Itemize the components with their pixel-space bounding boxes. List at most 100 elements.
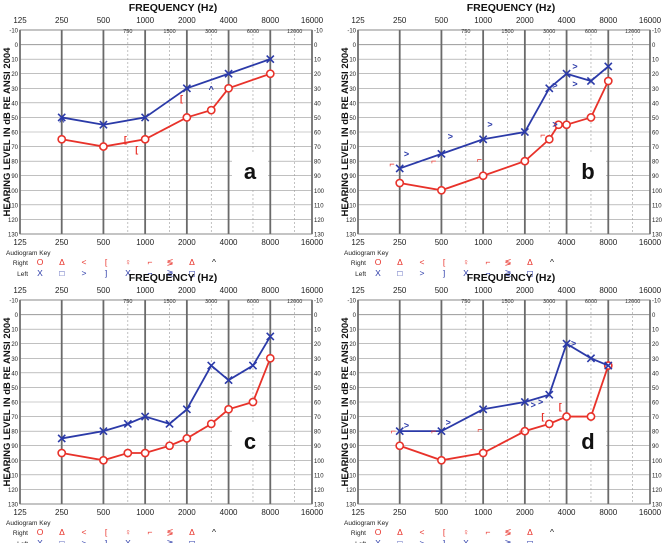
key-right-symbol: ≶ — [166, 527, 173, 537]
top-freq-label: 2000 — [178, 16, 196, 25]
top-freq-label: 16000 — [301, 286, 324, 295]
y-axis-label: HEARING LEVEL IN dB RE ANSI 2004 — [340, 317, 351, 487]
right-bone-marker: [ — [124, 134, 127, 144]
left-ear-line — [61, 335, 272, 440]
y-tick-right: -10 — [652, 29, 661, 35]
top-freq-label: 4000 — [220, 286, 238, 295]
key-left-symbol: ≷ — [504, 268, 511, 278]
y-tick-right: 90 — [314, 174, 321, 180]
y-tick-right: 90 — [652, 444, 659, 450]
right-o-marker — [437, 455, 446, 465]
bottom-freq-label: 16000 — [639, 508, 662, 517]
key-left-symbol: ≷ — [504, 538, 511, 543]
right-o-marker — [544, 134, 554, 144]
y-tick-right: 20 — [652, 72, 659, 78]
bottom-freq-label: 250 — [393, 238, 407, 247]
y-tick-right: 90 — [314, 444, 321, 450]
left-bone-marker: > — [446, 417, 451, 427]
bottom-freq-label: 4000 — [558, 238, 576, 247]
y-tick-left: -10 — [347, 299, 356, 305]
left-bone-marker: > — [404, 420, 409, 430]
left-x-marker-stroke — [395, 426, 404, 436]
y-tick-right: 0 — [314, 313, 318, 319]
key-left-symbol: X — [37, 268, 43, 278]
right-o-marker — [562, 412, 571, 421]
y-tick-right: 120 — [652, 488, 663, 494]
key-left-symbol: □ — [59, 268, 64, 278]
y-tick-left: 20 — [11, 342, 18, 348]
key-right-symbol: < — [420, 527, 425, 537]
key-left-symbol: ¬ — [148, 538, 153, 543]
y-tick-left: 10 — [11, 58, 18, 64]
top-freq-label: 1000 — [474, 16, 492, 25]
key-left-symbol: X — [375, 538, 381, 543]
y-tick-right: 30 — [652, 87, 659, 93]
y-tick-left: 10 — [349, 58, 356, 64]
bottom-freq-label: 2000 — [178, 508, 196, 517]
y-tick-right: 110 — [652, 203, 662, 209]
top-freq-label: 16000 — [301, 16, 324, 25]
y-tick-left: 130 — [346, 233, 357, 239]
y-tick-right: 60 — [652, 131, 659, 137]
y-tick-left: 130 — [346, 503, 357, 509]
y-tick-right: 40 — [652, 371, 659, 377]
key-right-label: Right — [351, 260, 366, 267]
bottom-freq-label: 16000 — [639, 238, 662, 247]
y-tick-left: 120 — [8, 218, 19, 224]
key-left-symbol: ¬ — [486, 268, 491, 278]
top-freq-label: 125 — [351, 286, 365, 295]
bottom-freq-label: 500 — [435, 238, 449, 247]
right-bone-marker: [ — [135, 144, 138, 154]
y-tick-left: 10 — [11, 328, 18, 334]
y-tick-right: 80 — [314, 430, 321, 436]
y-tick-left: 10 — [349, 328, 356, 334]
panel-letter: a — [244, 159, 257, 184]
key-right-symbol: Δ — [527, 527, 533, 537]
top-freq-label: 1000 — [136, 16, 154, 25]
left-bone-marker: ^ — [209, 85, 215, 95]
right-o-marker — [437, 185, 446, 195]
bottom-freq-label: 500 — [97, 508, 111, 517]
right-o-marker — [395, 441, 405, 451]
y-tick-left: 130 — [8, 503, 19, 509]
left-x-marker-stroke — [478, 405, 488, 414]
right-bone-marker: ⌐ — [431, 426, 436, 436]
right-bone-marker: ⌐ — [540, 130, 545, 140]
plot-frame — [357, 29, 651, 235]
y-tick-right: 20 — [314, 342, 321, 348]
y-axis-label: HEARING LEVEL IN dB RE ANSI 2004 — [2, 317, 13, 487]
key-right-symbol: ♀ — [125, 527, 131, 537]
left-x-marker-stroke — [57, 434, 66, 443]
y-tick-right: 100 — [652, 459, 663, 465]
y-tick-left: 30 — [11, 357, 18, 363]
audiogram-key-title: Audiogram Key — [6, 520, 51, 527]
y-tick-left: 70 — [11, 145, 18, 151]
left-bone-marker: > — [552, 120, 557, 130]
bottom-freq-label: 16000 — [301, 508, 324, 517]
left-bone-marker: > — [572, 61, 577, 71]
key-right-symbol: ⌐ — [148, 527, 153, 537]
y-tick-right: 50 — [314, 386, 321, 392]
y-tick-right: 10 — [314, 58, 321, 64]
left-x-marker-stroke — [545, 84, 554, 93]
key-left-symbol: ◻ — [188, 268, 195, 278]
left-x-marker-stroke — [520, 397, 530, 407]
y-tick-right: 110 — [314, 473, 324, 479]
y-tick-left: 60 — [11, 131, 18, 137]
y-tick-left: 110 — [8, 473, 18, 479]
panel-letter-box — [232, 152, 268, 190]
audiogram-key-title: Audiogram Key — [6, 250, 51, 257]
y-tick-left: 0 — [15, 313, 19, 319]
key-right-label: Right — [13, 260, 28, 267]
key-right-symbol: Δ — [189, 527, 195, 537]
key-right-symbol: [ — [443, 527, 446, 537]
right-o-marker — [265, 353, 275, 363]
top-freq-label: 500 — [97, 286, 111, 295]
y-tick-right: 0 — [652, 313, 656, 319]
key-left-symbol: □ — [59, 538, 64, 543]
key-right-symbol: ♀ — [463, 257, 469, 267]
top-freq-label: 8000 — [261, 286, 279, 295]
top-freq-label: 8000 — [261, 16, 279, 25]
audiogram-panel-c: FREQUENCY (Hz)125 250 500 1000 2000 4000 8000 1… — [2, 272, 325, 548]
